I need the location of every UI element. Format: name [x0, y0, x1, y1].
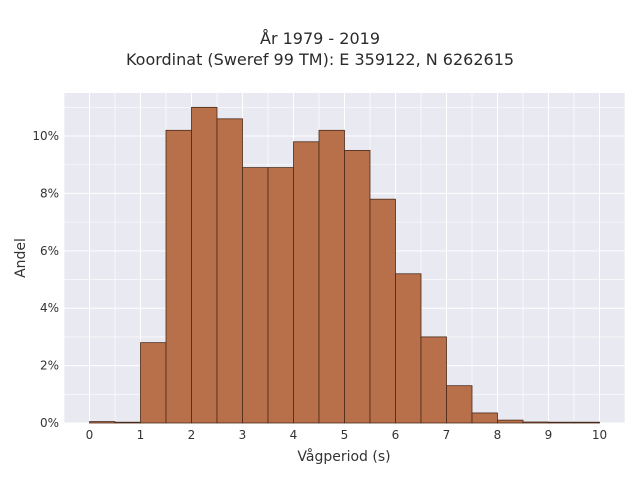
x-axis-label: Vågperiod (s) — [297, 448, 390, 465]
x-tick-label: 0 — [86, 428, 94, 442]
histogram-bar-17 — [522, 421, 549, 424]
histogram-bar-11 — [369, 198, 396, 424]
histogram-bar-7 — [267, 167, 294, 424]
y-tick-label: 0% — [40, 416, 59, 430]
histogram-bar-6 — [242, 167, 269, 424]
y-tick-label: 6% — [40, 244, 59, 258]
chart-title-line-1: År 1979 - 2019 — [260, 29, 380, 48]
x-tick-label: 1 — [137, 428, 145, 442]
histogram-bar-12 — [395, 273, 422, 424]
x-tick-label: 7 — [443, 428, 451, 442]
y-axis-label: Andel — [13, 238, 29, 278]
y-tick-label: 10% — [32, 129, 59, 143]
histogram-bar-16 — [497, 419, 524, 424]
x-tick-labels: 0 1 2 3 4 5 6 7 8 9 10 — [86, 428, 607, 442]
bars-group — [89, 106, 600, 424]
histogram-bar-0 — [89, 421, 116, 424]
histogram-bar-18 — [548, 421, 575, 424]
histogram-bar-13 — [420, 336, 447, 424]
histogram-bar-5 — [216, 118, 243, 424]
chart-title-line-2: Koordinat (Sweref 99 TM): E 359122, N 62… — [125, 50, 515, 69]
histogram-bar-1 — [114, 421, 141, 424]
histogram-bar-2 — [140, 342, 167, 424]
histogram-bar-3 — [165, 129, 192, 424]
histogram-bar-10 — [344, 149, 371, 424]
x-tick-label: 5 — [341, 428, 349, 442]
y-tick-label: 2% — [40, 359, 59, 373]
histogram-bar-4 — [191, 106, 218, 424]
y-tick-labels: 0% 2% 4% 6% 8% 10% — [32, 129, 59, 430]
x-tick-label: 8 — [494, 428, 502, 442]
y-tick-label: 4% — [40, 301, 59, 315]
histogram-bar-14 — [446, 385, 473, 424]
histogram-bar-8 — [293, 141, 320, 424]
histogram-bar-19 — [573, 421, 600, 424]
x-tick-label: 10 — [592, 428, 607, 442]
x-tick-label: 3 — [239, 428, 247, 442]
x-tick-label: 6 — [392, 428, 400, 442]
x-tick-label: 9 — [545, 428, 553, 442]
y-tick-label: 8% — [40, 186, 59, 200]
x-tick-label: 2 — [188, 428, 196, 442]
x-tick-label: 4 — [290, 428, 298, 442]
histogram-bar-15 — [471, 412, 498, 424]
histogram-bar-9 — [318, 129, 345, 424]
